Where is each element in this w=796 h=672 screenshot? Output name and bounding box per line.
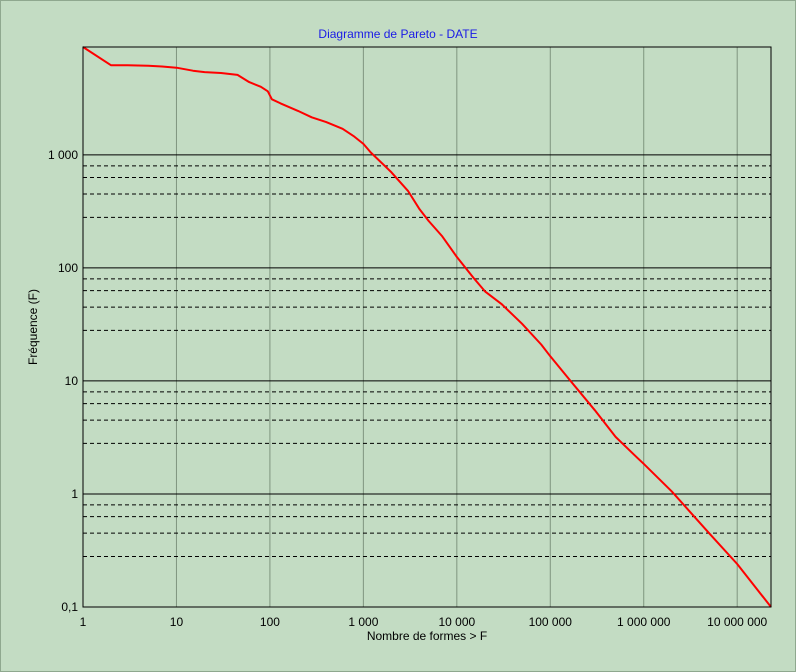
y-tick-label: 0,1 bbox=[61, 600, 78, 614]
y-tick-label: 1 000 bbox=[48, 148, 78, 162]
x-tick-label: 1 bbox=[80, 615, 87, 629]
y-axis-label: Fréquence (F) bbox=[26, 288, 40, 366]
chart-title: Diagramme de Pareto - DATE bbox=[318, 27, 478, 41]
y-tick-label: 10 bbox=[65, 374, 79, 388]
pareto-series-line bbox=[82, 46, 772, 608]
y-tick-label: 100 bbox=[58, 261, 78, 275]
x-axis-label: Nombre de formes > F bbox=[366, 629, 488, 643]
tick-labels: 1 10 100 1 000 10 000 100 000 1 000 000 10 000 … bbox=[48, 148, 768, 629]
x-tick-label: 100 bbox=[260, 615, 280, 629]
x-tick-label: 100 000 bbox=[529, 615, 573, 629]
x-tick-label: 10 bbox=[170, 615, 184, 629]
x-tick-label: 10 000 000 bbox=[707, 615, 767, 629]
x-tick-label: 10 000 bbox=[438, 615, 475, 629]
grid-layer bbox=[83, 47, 771, 607]
x-tick-label: 1 000 000 bbox=[617, 615, 671, 629]
series-layer bbox=[82, 46, 772, 608]
plot-area-border bbox=[82, 46, 772, 608]
y-tick-label: 1 bbox=[71, 487, 78, 501]
x-tick-label: 1 000 bbox=[348, 615, 378, 629]
